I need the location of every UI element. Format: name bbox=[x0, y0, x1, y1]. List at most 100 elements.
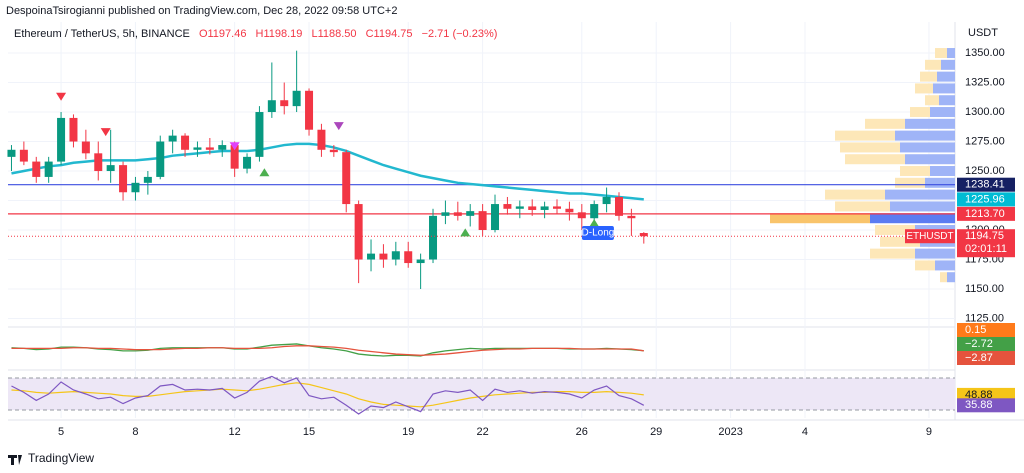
y-tick-label: 1300.00 bbox=[965, 106, 1005, 118]
symbol: Ethereum / TetherUS, 5h, BINANCE bbox=[14, 28, 190, 40]
volume-down bbox=[845, 154, 905, 165]
volume-down bbox=[925, 59, 941, 70]
ohlc: O1197.46 bbox=[198, 28, 247, 40]
volume-up bbox=[890, 201, 955, 212]
volume-up bbox=[895, 130, 955, 141]
x-tick-label: 22 bbox=[476, 426, 488, 438]
candle-body bbox=[528, 206, 537, 210]
candle-body bbox=[305, 90, 314, 130]
hist-label: 0.15 bbox=[965, 324, 986, 336]
rsi-label: 35.88 bbox=[965, 399, 993, 411]
candle-body bbox=[19, 149, 28, 162]
candle-body bbox=[143, 176, 152, 183]
x-tick-label: 19 bbox=[402, 426, 414, 438]
candle-body bbox=[602, 196, 611, 205]
macd-tag bbox=[957, 337, 1015, 351]
candle-body bbox=[131, 182, 140, 193]
candle-body bbox=[565, 208, 574, 213]
x-tick-label: 2023 bbox=[718, 426, 742, 438]
candle-body bbox=[255, 112, 264, 157]
candle-body bbox=[515, 206, 524, 209]
candle-body bbox=[453, 212, 462, 216]
candle-body bbox=[44, 161, 53, 177]
candle-body bbox=[81, 141, 90, 154]
volume-down bbox=[915, 83, 933, 94]
volume-up bbox=[947, 48, 955, 59]
candle-body bbox=[106, 165, 115, 172]
volume-up bbox=[935, 260, 955, 271]
volume-down bbox=[935, 48, 947, 59]
candle-body bbox=[627, 215, 636, 219]
candle-body bbox=[491, 204, 500, 231]
candle-body bbox=[168, 135, 177, 142]
volume-down bbox=[825, 189, 885, 200]
currency: USDT bbox=[968, 27, 998, 39]
candle-body bbox=[367, 253, 376, 260]
volume-up bbox=[930, 166, 955, 177]
signal bbox=[589, 218, 600, 227]
signal bbox=[56, 92, 67, 101]
candle-body bbox=[32, 161, 41, 177]
signal bbox=[259, 168, 270, 177]
y-tick-label: 1150.00 bbox=[965, 283, 1004, 295]
volume-up bbox=[939, 95, 955, 106]
candle-body bbox=[230, 145, 239, 169]
macd-line bbox=[11, 343, 644, 357]
level-tag bbox=[957, 206, 1015, 221]
candle-body bbox=[292, 90, 301, 107]
candle-body bbox=[193, 147, 202, 150]
candle-body bbox=[577, 212, 586, 219]
x-tick-label: 4 bbox=[802, 426, 808, 438]
volume-down bbox=[940, 272, 947, 283]
candle-body bbox=[478, 211, 487, 231]
y-tick-label: 1275.00 bbox=[965, 135, 1005, 147]
rsi-tag bbox=[957, 398, 1015, 413]
candle-body bbox=[379, 253, 388, 260]
candle-body bbox=[404, 251, 413, 264]
macd-tag bbox=[957, 351, 1015, 365]
volume-up bbox=[885, 189, 955, 200]
volume-down bbox=[900, 166, 930, 177]
volume-up bbox=[905, 154, 955, 165]
ohlc: C1194.75 bbox=[365, 28, 413, 40]
rsi-label: 48.88 bbox=[965, 389, 993, 401]
candle-body bbox=[614, 196, 623, 216]
volume-up bbox=[937, 71, 955, 82]
volume-down bbox=[875, 225, 915, 236]
volume-down bbox=[770, 213, 870, 224]
candle-body bbox=[69, 117, 78, 142]
macd-line bbox=[11, 345, 644, 356]
candle-body bbox=[119, 165, 128, 193]
volume-up bbox=[947, 272, 955, 283]
price-tag bbox=[957, 229, 1015, 258]
x-tick-label: 29 bbox=[650, 426, 662, 438]
level-label: 1213.70 bbox=[965, 208, 1005, 220]
rsi-line bbox=[11, 375, 645, 415]
level-label: 1238.41 bbox=[965, 179, 1005, 191]
ohlc: H1198.19 bbox=[255, 28, 303, 40]
candle-body bbox=[553, 206, 562, 209]
volume-down bbox=[880, 236, 920, 247]
volume-up bbox=[930, 107, 955, 118]
volume-down bbox=[835, 201, 890, 212]
candle-body bbox=[280, 100, 289, 107]
change: −2.71 (−0.23%) bbox=[421, 28, 498, 40]
candle-body bbox=[416, 259, 425, 264]
candle-body bbox=[57, 117, 66, 162]
symbol-tag bbox=[905, 229, 955, 244]
volume-down bbox=[840, 142, 900, 153]
signal bbox=[333, 122, 344, 131]
candle-body bbox=[156, 141, 165, 177]
signal bbox=[100, 128, 111, 137]
symbol-label: ETHUSDT bbox=[906, 231, 953, 242]
volume-down bbox=[865, 118, 905, 129]
ema-label: 1225.96 bbox=[965, 193, 1005, 205]
volume-down bbox=[925, 95, 939, 106]
macd-label: −2.72 bbox=[965, 338, 993, 350]
candle-body bbox=[590, 204, 599, 219]
footer: TradingView bbox=[28, 451, 95, 465]
volume-down bbox=[915, 260, 935, 271]
ema-line bbox=[11, 142, 644, 201]
volume-up bbox=[933, 83, 955, 94]
